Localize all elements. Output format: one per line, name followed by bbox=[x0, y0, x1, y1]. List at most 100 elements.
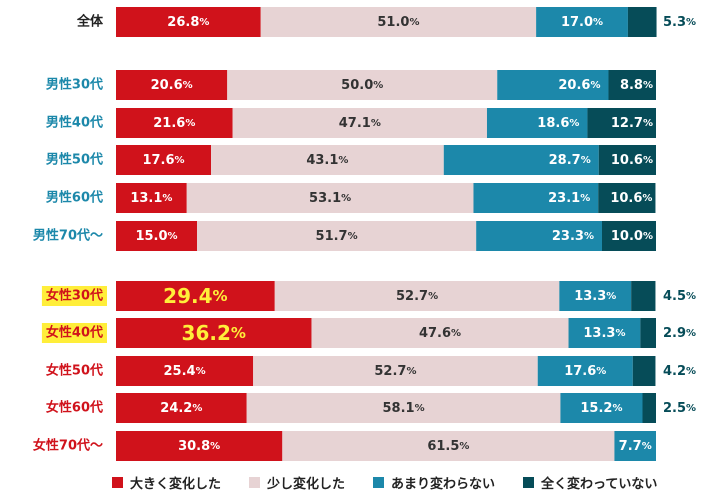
bar-segment-no-change bbox=[627, 7, 657, 37]
value-label-large-change: 15.0% bbox=[135, 229, 177, 244]
value-label-large-change: 13.1% bbox=[130, 191, 172, 206]
bar-segment-large-change bbox=[116, 356, 254, 386]
category-label: 男性40代 bbox=[46, 115, 103, 131]
bar-segment-no-change bbox=[631, 281, 656, 311]
bar-segment-large-change bbox=[116, 281, 275, 311]
value-label-slight-change: 61.5% bbox=[427, 439, 469, 454]
bar-segment-little-change bbox=[473, 183, 599, 213]
value-label-no-change: 10.6% bbox=[610, 191, 652, 206]
legend-item-little-change: あまり変わらない bbox=[373, 473, 495, 492]
bar-segment-little-change bbox=[497, 70, 609, 100]
bar-segment-slight-change bbox=[260, 7, 537, 37]
value-label-large-change: 21.6% bbox=[153, 116, 195, 131]
bar-segment-no-change bbox=[598, 183, 656, 213]
value-label-no-change: 5.3% bbox=[663, 15, 696, 30]
legend-label-large-change: 大きく変化した bbox=[130, 476, 222, 492]
legend-item-no-change: 全く変わっていない bbox=[523, 473, 657, 492]
bar-segment-little-change bbox=[476, 221, 602, 251]
legend-label-no-change: 全く変わっていない bbox=[541, 476, 658, 492]
bar-segment-little-change bbox=[560, 393, 643, 423]
value-label-little-change: 20.6% bbox=[558, 78, 600, 93]
category-label: 全体 bbox=[76, 14, 104, 30]
bar-segment-no-change bbox=[632, 356, 656, 386]
legend-swatch-slight-change bbox=[249, 476, 261, 488]
bar-segment-large-change bbox=[116, 70, 228, 100]
value-label-slight-change: 52.7% bbox=[374, 364, 416, 379]
value-label-slight-change: 51.0% bbox=[377, 15, 419, 30]
value-label-little-change: 13.3% bbox=[583, 326, 625, 341]
bar-segment-large-change bbox=[116, 318, 312, 348]
bar-segment-little-change bbox=[443, 145, 599, 175]
value-label-slight-change: 58.1% bbox=[382, 401, 424, 416]
legend-item-large-change: 大きく変化した bbox=[112, 473, 221, 492]
bar-segment-no-change bbox=[642, 393, 656, 423]
category-label-highlight bbox=[41, 323, 107, 343]
bar-segment-little-change bbox=[559, 281, 632, 311]
value-label-slight-change: 52.7% bbox=[396, 289, 438, 304]
value-label-little-change: 23.1% bbox=[548, 191, 590, 206]
bar-segment-large-change bbox=[116, 145, 212, 175]
bar-segment-no-change bbox=[640, 318, 656, 348]
bar-segment-slight-change bbox=[253, 356, 538, 386]
value-label-slight-change: 47.1% bbox=[339, 116, 381, 131]
bar-segment-little-change bbox=[568, 318, 641, 348]
bar-segment-slight-change bbox=[232, 108, 487, 138]
bar-segment-slight-change bbox=[197, 221, 477, 251]
value-label-little-change: 15.2% bbox=[580, 401, 622, 416]
value-label-large-change: 29.4% bbox=[163, 284, 227, 308]
bar-segment-little-change bbox=[536, 7, 628, 37]
category-label: 男性50代 bbox=[46, 152, 103, 168]
value-label-no-change: 4.5% bbox=[663, 289, 696, 304]
value-label-no-change: 2.9% bbox=[663, 326, 696, 341]
value-label-no-change: 10.0% bbox=[611, 229, 653, 244]
legend: 大きく変化した 少し変化した あまり変わらない 全く変わっていない bbox=[112, 472, 685, 492]
value-label-large-change: 25.4% bbox=[164, 364, 206, 379]
value-label-little-change: 7.7% bbox=[619, 439, 652, 454]
bar-segment-no-change bbox=[587, 108, 656, 138]
legend-label-slight-change: 少し変化した bbox=[267, 476, 346, 492]
bar-segment-little-change bbox=[486, 108, 588, 138]
bar-segment-slight-change bbox=[274, 281, 560, 311]
legend-item-slight-change: 少し変化した bbox=[249, 473, 345, 492]
value-label-little-change: 13.3% bbox=[574, 289, 616, 304]
category-label: 女性70代～ bbox=[33, 438, 103, 454]
category-label: 女性50代 bbox=[46, 363, 103, 379]
bar-segment-large-change bbox=[116, 221, 197, 251]
value-label-slight-change: 43.1% bbox=[306, 153, 348, 168]
value-label-no-change: 12.7% bbox=[611, 116, 653, 131]
bar-segment-large-change bbox=[116, 108, 233, 138]
value-label-no-change: 4.2% bbox=[663, 364, 696, 379]
value-label-no-change: 10.6% bbox=[611, 153, 653, 168]
legend-swatch-no-change bbox=[523, 476, 535, 488]
value-label-large-change: 36.2% bbox=[182, 321, 246, 345]
value-label-little-change: 28.7% bbox=[549, 153, 591, 168]
category-label: 女性30代 bbox=[46, 288, 103, 304]
bar-segment-slight-change bbox=[311, 318, 569, 348]
value-label-no-change: 2.5% bbox=[663, 401, 696, 416]
value-label-no-change: 8.8% bbox=[620, 78, 653, 93]
category-label: 女性60代 bbox=[46, 400, 103, 416]
category-label: 男性70代～ bbox=[33, 228, 103, 244]
category-label-highlight bbox=[41, 286, 107, 306]
bar-segment-slight-change bbox=[282, 431, 615, 461]
value-label-large-change: 26.8% bbox=[167, 15, 209, 30]
value-label-slight-change: 53.1% bbox=[309, 191, 351, 206]
bar-segment-large-change bbox=[116, 183, 187, 213]
value-label-slight-change: 50.0% bbox=[341, 78, 383, 93]
bar-segment-no-change bbox=[598, 145, 656, 175]
bar-segment-no-change bbox=[602, 221, 656, 251]
bar-segment-slight-change bbox=[227, 70, 498, 100]
value-label-large-change: 30.8% bbox=[178, 439, 220, 454]
bar-segment-slight-change bbox=[186, 183, 474, 213]
value-label-little-change: 18.6% bbox=[537, 116, 579, 131]
legend-label-little-change: あまり変わらない bbox=[391, 476, 496, 492]
value-label-little-change: 17.0% bbox=[561, 15, 603, 30]
value-label-slight-change: 51.7% bbox=[316, 229, 358, 244]
value-label-large-change: 17.6% bbox=[142, 153, 184, 168]
bar-segment-slight-change bbox=[246, 393, 561, 423]
bar-segment-slight-change bbox=[211, 145, 444, 175]
value-label-little-change: 17.6% bbox=[564, 364, 606, 379]
bar-segment-no-change bbox=[608, 70, 656, 100]
category-label: 男性60代 bbox=[46, 190, 103, 206]
